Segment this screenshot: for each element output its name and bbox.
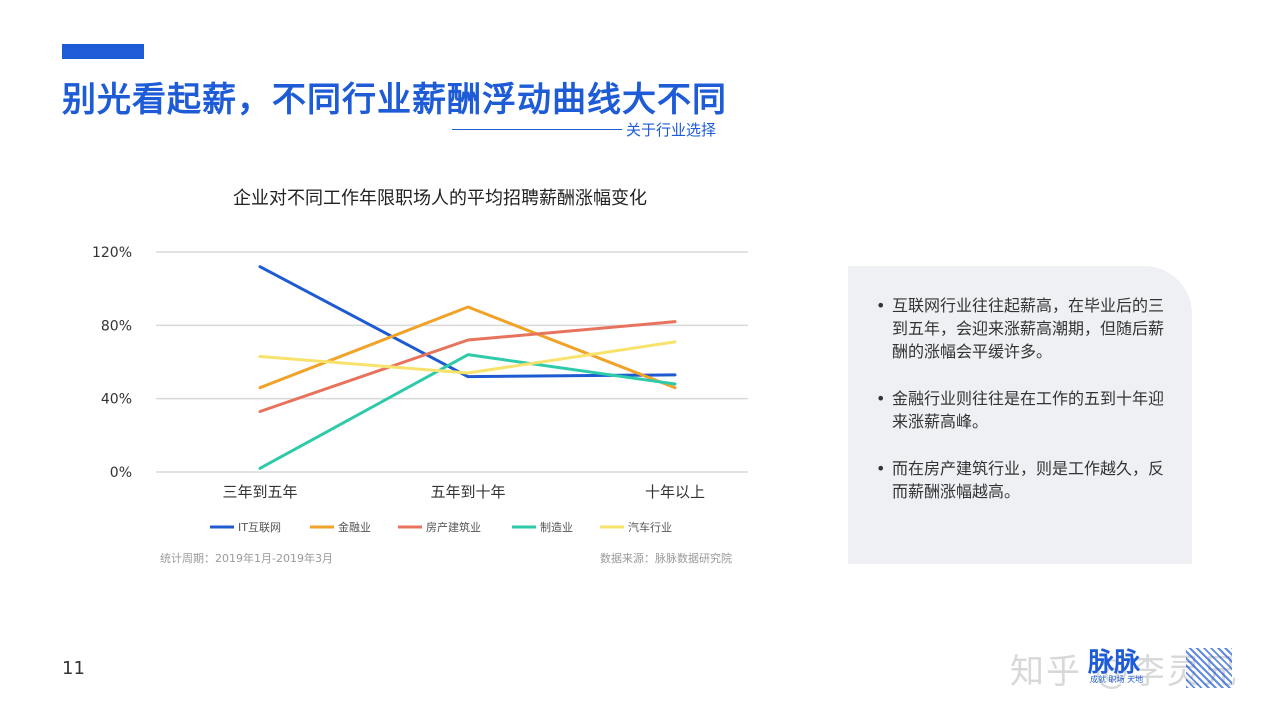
legend-label: IT互联网: [238, 521, 281, 534]
title-accent-bar: [62, 44, 144, 59]
series-line: [258, 353, 677, 470]
y-tick-label: 0%: [110, 465, 132, 481]
legend-label: 汽车行业: [628, 520, 672, 534]
subtitle-divider: [452, 129, 622, 130]
y-tick-label: 40%: [101, 392, 132, 408]
x-tick-label: 三年到五年: [222, 483, 297, 501]
legend-label: 制造业: [540, 520, 573, 534]
legend-label: 房产建筑业: [426, 520, 481, 534]
series-line: [258, 340, 677, 375]
legend-label: 金融业: [338, 520, 371, 534]
x-tick-label: 十年以上: [645, 483, 705, 501]
footnote-period: 统计周期：2019年1月-2019年3月: [160, 552, 333, 565]
footnote-source: 数据来源：脉脉数据研究院: [600, 552, 732, 565]
y-tick-label: 80%: [101, 318, 132, 334]
brand-tagline: 成就 职场 天地: [1090, 675, 1144, 684]
note-item-realestate: 而在房产建筑行业，则是工作越久，反而薪酬涨幅越高。: [876, 457, 1176, 503]
series-line: [258, 320, 677, 413]
slide-subtitle: 关于行业选择: [626, 121, 717, 139]
brand-block: 知乎 @李灵兄 脉脉 成就 职场 天地: [1010, 640, 1260, 700]
brand-logo: 脉脉: [1088, 648, 1141, 678]
notes-card: 互联网行业往往起薪高，在毕业后的三到五年，会迎来涨薪高潮期，但随后薪酬的涨幅会平…: [848, 266, 1192, 564]
note-item-internet: 互联网行业往往起薪高，在毕业后的三到五年，会迎来涨薪高潮期，但随后薪酬的涨幅会平…: [876, 294, 1176, 363]
note-item-finance: 金融行业则往往是在工作的五到十年迎来涨薪高峰。: [876, 387, 1176, 433]
brand-mark-icon: [1186, 648, 1232, 688]
y-tick-label: 120%: [92, 245, 132, 261]
chart-title: 企业对不同工作年限职场人的平均招聘薪酬涨幅变化: [233, 188, 647, 209]
slide-title: 别光看起薪，不同行业薪酬浮动曲线大不同: [62, 80, 727, 120]
page-number: 11: [62, 658, 85, 679]
x-tick-label: 五年到十年: [430, 483, 505, 501]
notes-list: 互联网行业往往起薪高，在毕业后的三到五年，会迎来涨薪高潮期，但随后薪酬的涨幅会平…: [848, 266, 1192, 503]
